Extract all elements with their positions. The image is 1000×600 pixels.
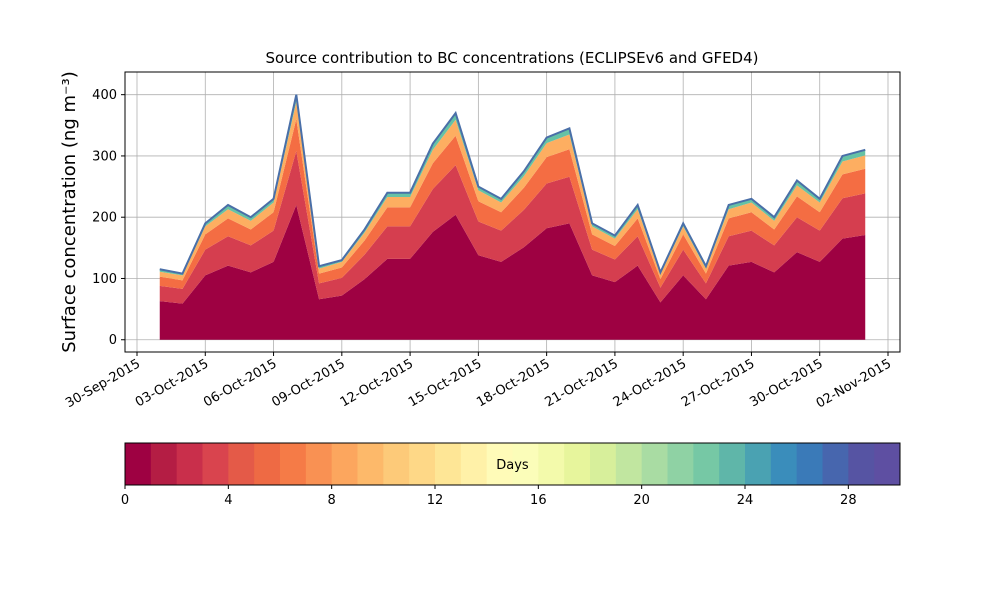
- colorbar-cell: [822, 443, 849, 485]
- colorbar-cell: [693, 443, 720, 485]
- x-tick-label: 06-Oct-2015: [201, 356, 279, 410]
- colorbar-cell: [796, 443, 823, 485]
- x-tick-label: 30-Oct-2015: [747, 356, 825, 410]
- x-tick-label: 24-Oct-2015: [611, 356, 689, 410]
- colorbar-cell: [874, 443, 901, 485]
- y-tick-label: 0: [109, 333, 117, 348]
- colorbar-cell: [280, 443, 307, 485]
- colorbar-tick-label: 0: [121, 493, 129, 508]
- top-line: [159, 94, 866, 276]
- colorbar-cell: [228, 443, 255, 485]
- x-tick-label: 27-Oct-2015: [679, 356, 757, 410]
- area-layer: [159, 119, 866, 289]
- colorbar-tick-label: 20: [633, 493, 650, 508]
- colorbar-cell: [486, 443, 513, 485]
- colorbar-cell: [460, 443, 488, 485]
- colorbar-cell: [150, 443, 178, 485]
- colorbar-cell: [331, 443, 358, 485]
- colorbar-cell: [202, 443, 229, 485]
- x-tick-label: 15-Oct-2015: [406, 356, 484, 410]
- y-tick-label: 200: [92, 211, 117, 226]
- colorbar-tick-label: 16: [530, 493, 547, 508]
- plot-frame: [124, 71, 901, 353]
- colorbar-cell: [409, 443, 436, 485]
- colorbar-cell: [770, 443, 798, 485]
- colorbar-cell: [590, 443, 617, 485]
- x-tick-label: 21-Oct-2015: [543, 356, 621, 410]
- colorbar-cell: [512, 443, 539, 485]
- x-tick-label: 12-Oct-2015: [338, 356, 416, 410]
- colorbar-cell: [667, 443, 694, 485]
- colorbar-cell: [176, 443, 203, 485]
- colorbar-tick-label: 24: [737, 493, 754, 508]
- x-tick-label: 02-Nov-2015: [814, 356, 894, 411]
- y-tick-label: 300: [92, 149, 117, 164]
- colorbar-tick-label: 4: [224, 493, 232, 508]
- colorbar-label: Days: [496, 458, 529, 473]
- x-tick-label: 09-Oct-2015: [269, 356, 347, 410]
- colorbar-tick-label: 28: [840, 493, 857, 508]
- colorbar-cell: [615, 443, 643, 485]
- y-axis-label: Surface concentration (ng m⁻³): [59, 71, 80, 353]
- colorbar-tick-label: 8: [328, 493, 336, 508]
- colorbar-cell: [538, 443, 565, 485]
- colorbar-cell: [719, 443, 746, 485]
- colorbar-cell: [435, 443, 462, 485]
- x-tick-label: 03-Oct-2015: [133, 356, 211, 410]
- colorbar-cell: [125, 443, 152, 485]
- area-layer: [159, 151, 866, 304]
- colorbar-cell: [564, 443, 591, 485]
- colorbar-cell: [254, 443, 281, 485]
- colorbar-cell: [305, 443, 333, 485]
- chart-title: Source contribution to BC concentrations…: [265, 49, 758, 67]
- x-tick-label: 30-Sep-2015: [63, 356, 143, 411]
- area-layer: [159, 204, 866, 340]
- colorbar-tick-label: 12: [427, 493, 444, 508]
- x-tick-label: 18-Oct-2015: [474, 356, 552, 410]
- colorbar-frame: [124, 442, 901, 486]
- y-tick-label: 400: [92, 88, 117, 103]
- colorbar-cell: [383, 443, 410, 485]
- colorbar-cell: [745, 443, 772, 485]
- area-layer: [159, 102, 866, 281]
- colorbar-cell: [357, 443, 384, 485]
- y-tick-label: 100: [92, 272, 117, 287]
- colorbar-cell: [641, 443, 668, 485]
- colorbar-cell: [848, 443, 875, 485]
